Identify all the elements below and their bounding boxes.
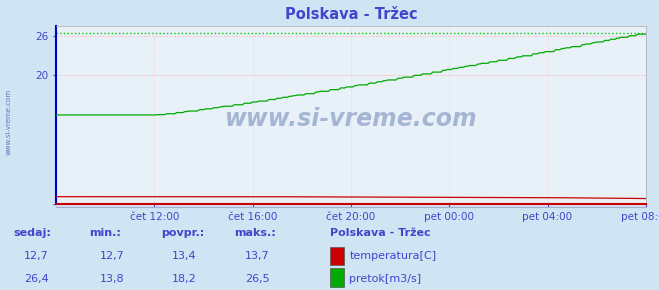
Text: Polskava - Tržec: Polskava - Tržec	[330, 228, 430, 238]
Text: 12,7: 12,7	[24, 251, 49, 261]
Text: www.si-vreme.com: www.si-vreme.com	[225, 107, 477, 131]
Text: maks.:: maks.:	[234, 228, 275, 238]
Text: min.:: min.:	[89, 228, 121, 238]
Text: 13,7: 13,7	[244, 251, 270, 261]
Title: Polskava - Tržec: Polskava - Tržec	[285, 7, 417, 22]
Text: 12,7: 12,7	[100, 251, 125, 261]
Text: 18,2: 18,2	[172, 274, 197, 284]
Text: povpr.:: povpr.:	[161, 228, 205, 238]
Text: 13,8: 13,8	[100, 274, 125, 284]
Text: 26,5: 26,5	[244, 274, 270, 284]
Text: pretok[m3/s]: pretok[m3/s]	[349, 274, 421, 284]
Text: www.si-vreme.com: www.si-vreme.com	[5, 89, 11, 155]
Text: sedaj:: sedaj:	[13, 228, 51, 238]
Text: temperatura[C]: temperatura[C]	[349, 251, 436, 261]
Text: 13,4: 13,4	[172, 251, 197, 261]
Text: 26,4: 26,4	[24, 274, 49, 284]
